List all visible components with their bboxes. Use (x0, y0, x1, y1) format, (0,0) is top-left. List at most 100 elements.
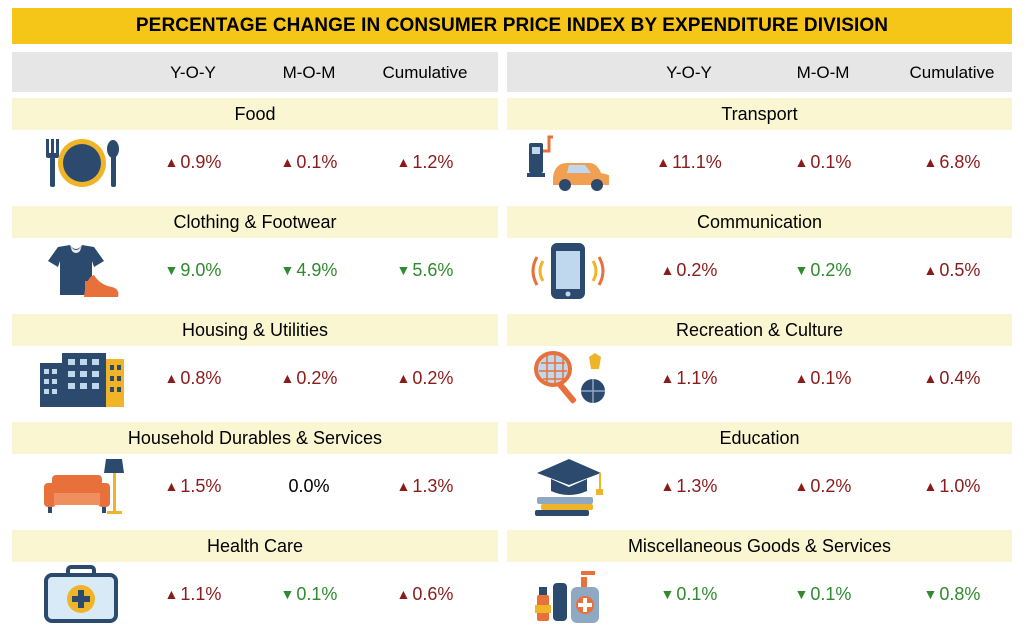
value-yoy: ▼ 0.1% (634, 584, 744, 605)
value-text: 0.1% (810, 152, 852, 172)
division-row: ▼ 9.0% ▼ 4.9% ▼ 5.6% (12, 238, 498, 308)
value-text: 0.9% (180, 152, 222, 172)
rows-right: Transport ▲ 11.1% ▲ 0.1% ▲ 6.8% Communication ▲ 0… (507, 98, 1012, 632)
value-mom: ▲ 0.2% (254, 368, 364, 389)
triangle-up-icon: ▲ (280, 154, 295, 170)
value-cumulative: ▼ 0.8% (897, 584, 1007, 605)
column-header-right: Y-O-Y M-O-M Cumulative (507, 52, 1012, 92)
value-text: 1.3% (412, 476, 454, 496)
triangle-down-icon: ▼ (280, 262, 295, 278)
value-yoy: ▼ 9.0% (138, 260, 248, 281)
division-row: ▲ 0.2% ▼ 0.2% ▲ 0.5% (507, 238, 1012, 308)
value-text: 4.9% (296, 260, 338, 280)
value-text: 1.5% (180, 476, 222, 496)
plate-cutlery-icon (40, 133, 124, 193)
value-text: 0.4% (939, 368, 981, 388)
shirt-shoe-icon (40, 241, 124, 301)
division-title: Housing & Utilities (12, 314, 498, 346)
value-mom: ▼ 0.2% (768, 260, 878, 281)
value-mom: ▼ 4.9% (254, 260, 364, 281)
triangle-down-icon: ▼ (660, 586, 675, 602)
division-row: ▲ 0.8% ▲ 0.2% ▲ 0.2% (12, 346, 498, 416)
value-text: 1.1% (676, 368, 718, 388)
division-row: ▲ 1.5% 0.0% ▲ 1.3% (12, 454, 498, 524)
value-cumulative: ▲ 6.8% (897, 152, 1007, 173)
value-text: 0.8% (939, 584, 981, 604)
value-text: 0.2% (810, 476, 852, 496)
value-cumulative: ▲ 1.3% (370, 476, 480, 497)
cosmetics-icon (527, 565, 611, 625)
value-mom: ▲ 0.1% (768, 152, 878, 173)
division-row: ▲ 1.1% ▼ 0.1% ▲ 0.6% (12, 562, 498, 632)
triangle-up-icon: ▲ (794, 154, 809, 170)
division-title: Food (12, 98, 498, 130)
sofa-lamp-icon (40, 457, 124, 517)
value-text: 0.6% (412, 584, 454, 604)
mobile-phone-icon (527, 241, 611, 301)
value-text: 0.8% (180, 368, 222, 388)
value-text: 0.1% (810, 584, 852, 604)
value-yoy: ▲ 11.1% (634, 152, 744, 173)
triangle-up-icon: ▲ (280, 370, 295, 386)
column-yoy: Y-O-Y (666, 63, 712, 82)
triangle-up-icon: ▲ (794, 370, 809, 386)
triangle-up-icon: ▲ (923, 262, 938, 278)
value-yoy: ▲ 1.1% (634, 368, 744, 389)
triangle-up-icon: ▲ (794, 478, 809, 494)
division-row: ▲ 11.1% ▲ 0.1% ▲ 6.8% (507, 130, 1012, 200)
triangle-up-icon: ▲ (660, 478, 675, 494)
value-text: 1.1% (180, 584, 222, 604)
fuel-car-icon (527, 133, 611, 193)
triangle-up-icon: ▲ (923, 478, 938, 494)
value-yoy: ▲ 0.9% (138, 152, 248, 173)
column-header-left: Y-O-Y M-O-M Cumulative (12, 52, 498, 92)
value-cumulative: ▲ 0.5% (897, 260, 1007, 281)
division-title: Recreation & Culture (507, 314, 1012, 346)
triangle-up-icon: ▲ (164, 478, 179, 494)
triangle-up-icon: ▲ (396, 370, 411, 386)
left-panel: Y-O-Y M-O-M Cumulative Food ▲ 0.9% ▲ 0.1% ▲ 1.… (12, 52, 498, 632)
division-row: ▲ 0.9% ▲ 0.1% ▲ 1.2% (12, 130, 498, 200)
triangle-up-icon: ▲ (923, 154, 938, 170)
value-cumulative: ▲ 0.2% (370, 368, 480, 389)
value-text: 1.2% (412, 152, 454, 172)
division-row: ▲ 1.1% ▲ 0.1% ▲ 0.4% (507, 346, 1012, 416)
division-title: Communication (507, 206, 1012, 238)
value-yoy: ▲ 1.1% (138, 584, 248, 605)
value-text: 1.0% (939, 476, 981, 496)
value-text: 0.5% (939, 260, 981, 280)
value-cumulative: ▲ 0.6% (370, 584, 480, 605)
triangle-up-icon: ▲ (164, 154, 179, 170)
value-mom: 0.0% (254, 476, 364, 497)
triangle-down-icon: ▼ (164, 262, 179, 278)
value-yoy: ▲ 0.2% (634, 260, 744, 281)
division-title: Education (507, 422, 1012, 454)
value-text: 0.1% (296, 152, 338, 172)
value-text: 11.1% (672, 152, 722, 172)
value-text: 0.0% (288, 476, 330, 496)
value-text: 0.1% (810, 368, 852, 388)
triangle-up-icon: ▲ (656, 154, 671, 170)
value-yoy: ▲ 1.5% (138, 476, 248, 497)
value-yoy: ▲ 0.8% (138, 368, 248, 389)
division-row: ▼ 0.1% ▼ 0.1% ▼ 0.8% (507, 562, 1012, 632)
value-text: 0.2% (412, 368, 454, 388)
value-cumulative: ▲ 0.4% (897, 368, 1007, 389)
triangle-up-icon: ▲ (923, 370, 938, 386)
value-text: 6.8% (939, 152, 981, 172)
value-cumulative: ▲ 1.0% (897, 476, 1007, 497)
chart-title: PERCENTAGE CHANGE IN CONSUMER PRICE INDE… (12, 8, 1012, 44)
triangle-up-icon: ▲ (396, 586, 411, 602)
value-text: 0.2% (810, 260, 852, 280)
value-text: 1.3% (676, 476, 718, 496)
value-mom: ▲ 0.1% (254, 152, 364, 173)
value-cumulative: ▼ 5.6% (370, 260, 480, 281)
value-text: 0.1% (296, 584, 338, 604)
value-mom: ▲ 0.1% (768, 368, 878, 389)
division-title: Health Care (12, 530, 498, 562)
value-text: 5.6% (412, 260, 454, 280)
value-text: 0.2% (296, 368, 338, 388)
graduation-books-icon (527, 457, 611, 517)
column-yoy: Y-O-Y (170, 63, 216, 82)
triangle-down-icon: ▼ (794, 586, 809, 602)
